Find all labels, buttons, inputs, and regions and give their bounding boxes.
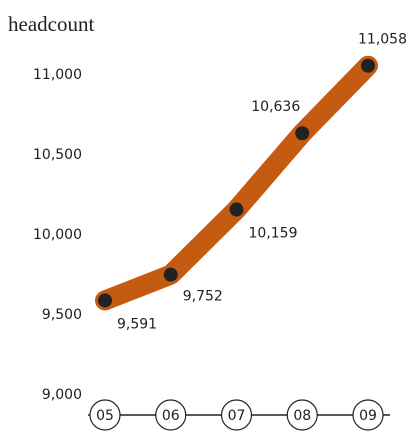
x-tick-circle bbox=[352, 399, 384, 431]
x-tick-label: 09 bbox=[359, 408, 377, 424]
data-label: 11,058 bbox=[358, 32, 407, 48]
marker bbox=[163, 267, 178, 282]
marker bbox=[229, 202, 244, 217]
x-tick-circle bbox=[89, 399, 121, 431]
marker bbox=[361, 58, 375, 73]
x-tick-label: 06 bbox=[162, 408, 180, 424]
line bbox=[95, 55, 378, 311]
x-tick-label: 07 bbox=[228, 408, 246, 424]
data-label: 10,636 bbox=[251, 99, 300, 115]
data-label: 9,591 bbox=[117, 316, 157, 332]
chart-title: headcount bbox=[8, 12, 94, 36]
x-tick-label: 05 bbox=[96, 408, 114, 424]
y-tick-label: 11,000 bbox=[33, 67, 82, 83]
x-tick-circle bbox=[155, 399, 187, 431]
y-tick-label: 9,000 bbox=[42, 387, 82, 403]
marker bbox=[295, 126, 310, 141]
x-tick-label: 08 bbox=[293, 408, 311, 424]
x-tick-circle bbox=[286, 399, 318, 431]
y-tick-label: 9,500 bbox=[42, 307, 82, 323]
marker bbox=[98, 293, 112, 308]
data-label: 9,752 bbox=[183, 289, 223, 305]
data-label: 10,159 bbox=[249, 226, 298, 242]
y-tick-label: 10,000 bbox=[33, 227, 82, 243]
x-tick-circle bbox=[220, 399, 253, 431]
y-tick-label: 10,500 bbox=[33, 147, 82, 163]
